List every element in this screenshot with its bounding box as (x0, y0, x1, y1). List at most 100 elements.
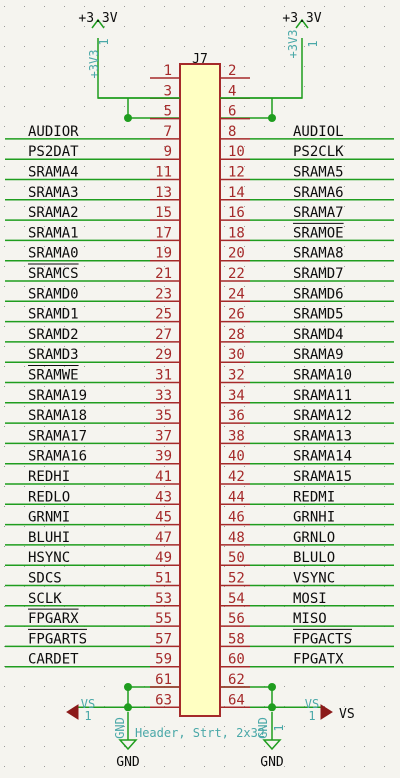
pin-number: 56 (228, 611, 245, 627)
connector-body[interactable] (179, 63, 221, 717)
wires (5, 97, 394, 709)
net-label[interactable]: FPGARTS (28, 631, 87, 647)
net-label[interactable]: AUDIOL (293, 124, 344, 140)
junction-dot (124, 114, 132, 122)
power-3v3-right-pin: 1 (306, 40, 320, 47)
pin-number: 43 (155, 489, 172, 505)
pin-number: 59 (155, 652, 172, 668)
net-label[interactable]: SRAMA18 (28, 408, 87, 424)
pin-number: 35 (155, 408, 172, 424)
net-label[interactable]: SRAMA2 (28, 205, 79, 221)
net-label[interactable]: SRAMA11 (293, 388, 352, 404)
net-label[interactable]: SDCS (28, 571, 62, 587)
net-labels: AUDIOR AUDIOL PS2DAT PS2CLK SRAMA4 SRAMA5 SRAM… (28, 124, 352, 668)
pin-number: 55 (155, 611, 172, 627)
pin-number: 30 (228, 347, 245, 363)
net-label[interactable]: SRAMD2 (28, 327, 79, 343)
net-label[interactable]: SRAMA5 (293, 165, 344, 181)
net-label[interactable]: SRAMA9 (293, 347, 344, 363)
net-label[interactable]: SRAMD0 (28, 286, 79, 302)
net-label[interactable]: SRAMOE (293, 225, 344, 241)
net-label[interactable]: BLULO (293, 550, 335, 566)
power-gnd-right[interactable]: GND GND 1 (256, 712, 286, 770)
pin-number: 28 (228, 327, 245, 343)
power-gnd-left-label: GND (116, 755, 140, 770)
junction-dot (268, 114, 276, 122)
pin-number: 62 (228, 672, 245, 688)
net-label[interactable]: SRAMA14 (293, 449, 352, 465)
pin-number: 23 (155, 286, 172, 302)
net-label[interactable]: SRAMD7 (293, 266, 344, 282)
net-label[interactable]: SRAMA0 (28, 246, 79, 262)
net-label[interactable]: AUDIOR (28, 124, 79, 140)
net-label[interactable]: REDLO (28, 489, 70, 505)
power-3v3-left[interactable]: +3.3V +3V3 1 (78, 11, 180, 99)
net-label[interactable]: MOSI (293, 591, 327, 607)
net-label[interactable]: FPGARX (28, 611, 79, 627)
junction-dot (268, 703, 276, 712)
net-label[interactable]: GRNMI (28, 510, 70, 526)
net-label[interactable]: PS2CLK (293, 144, 344, 160)
net-label[interactable]: MISO (293, 611, 327, 627)
net-label[interactable]: FPGATX (293, 652, 344, 668)
net-label[interactable]: SRAMA16 (28, 449, 87, 465)
net-label[interactable]: SRAMA13 (293, 428, 352, 444)
pin-number: 54 (228, 591, 245, 607)
pin-number: 13 (155, 185, 172, 201)
pin-number: 52 (228, 571, 245, 587)
net-label[interactable]: FPGACTS (293, 631, 352, 647)
net-label[interactable]: CARDET (28, 652, 79, 668)
pin-number: 42 (228, 469, 245, 485)
power-gnd-left[interactable]: GND GND (113, 712, 140, 770)
net-label[interactable]: GRNLO (293, 530, 335, 546)
pin-number: 44 (228, 489, 245, 505)
pin-number: 57 (155, 631, 172, 647)
net-label[interactable]: HSYNC (28, 550, 70, 566)
power-3v3-right[interactable]: +3.3V +3V3 1 (220, 11, 322, 99)
pin-number: 4 (228, 83, 236, 99)
net-label[interactable]: SRAMA7 (293, 205, 344, 221)
pin-number: 26 (228, 307, 245, 323)
power-vs-left[interactable]: VS 1 (66, 697, 95, 723)
net-label[interactable]: SRAMWE (28, 368, 79, 384)
net-label[interactable]: REDMI (293, 489, 335, 505)
net-label[interactable]: SCLK (28, 591, 62, 607)
pin-number: 2 (228, 63, 236, 79)
net-label[interactable]: GRNHI (293, 510, 335, 526)
net-label[interactable]: SRAMA19 (28, 388, 87, 404)
net-label[interactable]: BLUHI (28, 530, 70, 546)
net-label[interactable]: SRAMA10 (293, 368, 352, 384)
net-label[interactable]: SRAMD3 (28, 347, 79, 363)
pin-number: 10 (228, 144, 245, 160)
power-vs-right[interactable]: VS VS 1 (305, 697, 355, 723)
net-label[interactable]: VSYNC (293, 571, 335, 587)
net-label[interactable]: SRAMA15 (293, 469, 352, 485)
net-label[interactable]: SRAMA12 (293, 408, 352, 424)
net-label[interactable]: SRAMD5 (293, 307, 344, 323)
net-label[interactable]: SRAMCS (28, 266, 79, 282)
net-label[interactable]: SRAMA6 (293, 185, 344, 201)
net-label[interactable]: SRAMA3 (28, 185, 79, 201)
net-label[interactable]: SRAMD1 (28, 307, 79, 323)
power-gnd-right-field: GND (256, 717, 270, 739)
pin-number: 21 (155, 266, 172, 282)
net-label[interactable]: SRAMA4 (28, 165, 79, 181)
pin-number: 39 (155, 449, 172, 465)
net-label[interactable]: SRAMA17 (28, 428, 87, 444)
power-gnd-left-field: GND (113, 717, 127, 739)
pin-number: 61 (155, 672, 172, 688)
pin-number: 12 (228, 165, 245, 181)
power-3v3-right-label: +3.3V (282, 11, 321, 26)
power-3v3-right-field: +3V3 (286, 30, 300, 59)
pin-number: 48 (228, 530, 245, 546)
net-label[interactable]: SRAMA8 (293, 246, 344, 262)
net-label[interactable]: SRAMA1 (28, 225, 79, 241)
pin-number: 6 (228, 104, 236, 120)
power-vs-right-field: VS (305, 697, 319, 711)
net-label[interactable]: SRAMD6 (293, 286, 344, 302)
net-label[interactable]: PS2DAT (28, 144, 79, 160)
net-label[interactable]: REDHI (28, 469, 70, 485)
power-gnd-right-label: GND (260, 755, 284, 770)
net-label[interactable]: SRAMD4 (293, 327, 344, 343)
